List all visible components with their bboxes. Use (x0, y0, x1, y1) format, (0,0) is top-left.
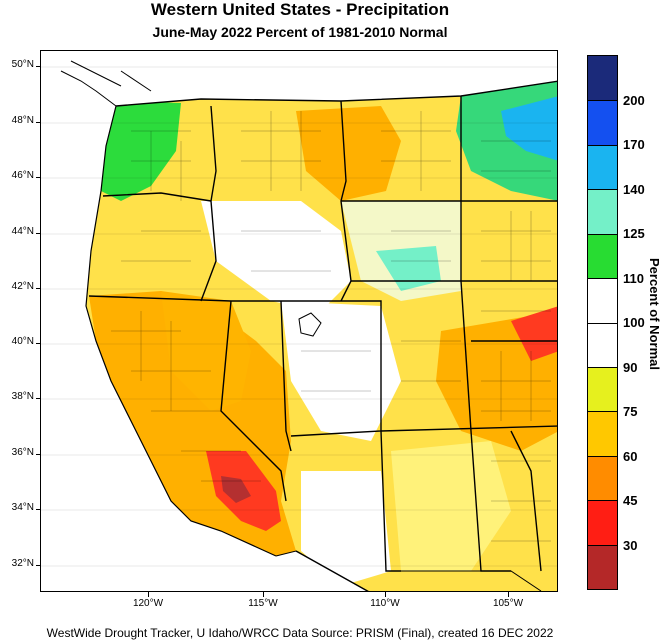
normal-zone-arizona (301, 471, 391, 586)
legend-swatch (588, 544, 617, 589)
very-wet-zone-northeast (501, 96, 557, 161)
legend-separator (588, 144, 617, 146)
lon-label-115: 115°W (248, 598, 278, 609)
precipitation-map (40, 50, 558, 592)
lat-label-38: 38°N (11, 391, 34, 402)
legend-separator (588, 455, 617, 457)
lat-tick (36, 122, 41, 123)
wet-zone-wyoming (376, 246, 441, 291)
normal-zone-idaho (201, 201, 351, 311)
legend-label-75: 75 (623, 404, 638, 419)
wet-zone-washington (101, 101, 181, 201)
legend-label-200: 200 (623, 93, 645, 108)
legend-swatch (588, 278, 617, 323)
lat-label-42: 42°N (11, 281, 34, 292)
lon-tick (263, 592, 264, 597)
footer-credit: WestWide Drought Tracker, U Idaho/WRCC D… (46, 626, 554, 640)
legend-separator (588, 366, 617, 368)
legend-swatch (588, 56, 617, 101)
legend-label-125: 125 (623, 226, 645, 241)
ocean-area (41, 51, 368, 591)
legend-label-110: 110 (623, 271, 644, 286)
legend-separator (588, 100, 617, 102)
county-borders (111, 111, 551, 542)
lat-label-32: 32°N (11, 558, 34, 569)
canada-coast (60, 60, 152, 107)
legend-label-60: 60 (623, 449, 638, 464)
coastline (85, 105, 277, 557)
legend-colorbar (587, 55, 618, 590)
great-salt-lake (298, 312, 322, 337)
lon-tick (385, 592, 386, 597)
normal-zone-newmexico (391, 441, 511, 571)
lat-label-46: 46°N (11, 170, 34, 181)
legend-swatch (588, 366, 617, 412)
legend-separator (588, 411, 617, 413)
legend-title: Percent of Normal (647, 258, 662, 370)
canada-area (41, 51, 557, 106)
lat-label-50: 50°N (11, 59, 34, 70)
lat-label-36: 36°N (11, 447, 34, 458)
lat-tick (36, 398, 41, 399)
map-canvas (41, 51, 557, 591)
legend-swatch (588, 500, 617, 545)
graticule (41, 66, 557, 567)
lat-tick (36, 288, 41, 289)
lat-label-34: 34°N (11, 502, 34, 513)
legend-separator (588, 278, 617, 280)
lat-tick (36, 343, 41, 344)
legend-swatch (588, 100, 617, 145)
lat-label-40: 40°N (11, 336, 34, 347)
legend-separator (588, 233, 617, 235)
lon-tick (508, 592, 509, 597)
legend-label-30: 30 (623, 538, 638, 553)
lon-tick (148, 592, 149, 597)
map-title: Western United States - Precipitation (150, 0, 450, 19)
lat-tick (36, 233, 41, 234)
legend-separator (588, 500, 617, 502)
lat-label-48: 48°N (11, 115, 34, 126)
lat-tick (36, 509, 41, 510)
legend-swatch (588, 189, 617, 234)
legend-swatch (588, 411, 617, 456)
lat-tick (36, 177, 41, 178)
lat-tick (36, 454, 41, 455)
legend-swatch (588, 322, 617, 367)
mexico-border (275, 550, 542, 591)
legend-label-140: 140 (623, 182, 645, 197)
legend-separator (588, 544, 617, 546)
legend-label-170: 170 (623, 137, 645, 152)
legend-swatch (588, 144, 617, 190)
map-subtitle: June-May 2022 Percent of 1981-2010 Norma… (152, 24, 448, 40)
legend-label-45: 45 (623, 493, 638, 508)
legend-label-90: 90 (623, 360, 638, 375)
legend-separator (588, 189, 617, 191)
lat-tick (36, 66, 41, 67)
dry-zone-montana (296, 106, 401, 201)
very-dry-zone-east (511, 306, 557, 361)
lat-tick (36, 565, 41, 566)
legend-swatch (588, 233, 617, 279)
legend-label-100: 100 (623, 315, 645, 330)
lon-label-120: 120°W (132, 598, 164, 609)
legend-swatch (588, 455, 617, 501)
driest-zone (221, 476, 251, 503)
lat-label-44: 44°N (11, 226, 34, 237)
legend-separator (588, 322, 617, 324)
lon-label-110: 110°W (370, 598, 400, 609)
lon-label-105: 105°W (492, 598, 524, 609)
